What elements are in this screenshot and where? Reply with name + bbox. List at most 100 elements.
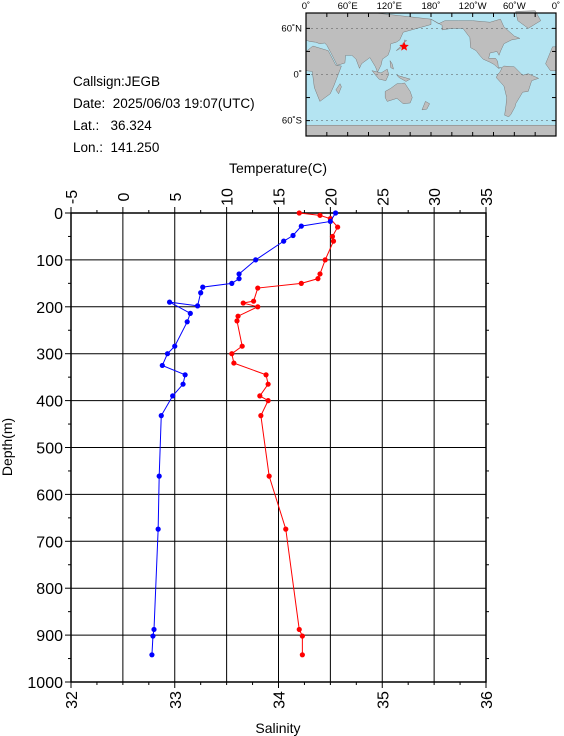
map-longitude-label: 120˚E bbox=[377, 1, 402, 12]
map-longitude-label: 180˚ bbox=[421, 1, 440, 12]
salinity-point bbox=[281, 238, 287, 244]
temperature-tick-label: 5 bbox=[168, 192, 185, 201]
salinity-point bbox=[298, 223, 304, 229]
y-tick-label: 200 bbox=[36, 300, 63, 317]
map-longitude-label: 0˚ bbox=[302, 1, 310, 12]
land-shape bbox=[389, 60, 394, 70]
map-longitude-label: 0˚ bbox=[552, 1, 560, 12]
temperature-point bbox=[298, 280, 304, 286]
salinity-point bbox=[236, 276, 242, 282]
map-longitude-label: 120˚W bbox=[459, 1, 487, 12]
callsign-text: Callsign:JEGB bbox=[73, 74, 161, 89]
land-shape bbox=[384, 82, 413, 104]
temperature-point bbox=[329, 233, 336, 240]
temperature-tick-label: -5 bbox=[64, 190, 81, 204]
salinity-tick-label: 34 bbox=[272, 691, 289, 709]
temperature-tick-label: 35 bbox=[479, 188, 496, 206]
map-labels: 0˚ 60˚E 120˚E 180˚ 120˚W 60˚W 0˚60˚N0˚60˚S bbox=[281, 1, 560, 127]
salinity-point bbox=[151, 626, 157, 633]
map-longitude-label: 60˚E bbox=[338, 1, 358, 12]
land-shape bbox=[430, 18, 540, 118]
chart-grid bbox=[71, 213, 486, 682]
salinity-point bbox=[332, 210, 339, 216]
land-shape bbox=[305, 45, 342, 102]
map-longitude-label: 60˚W bbox=[503, 1, 526, 12]
temperature-point bbox=[335, 224, 341, 230]
y-tick-label: 1000 bbox=[27, 675, 63, 692]
y-tick-label: 800 bbox=[36, 581, 63, 598]
temperature-tick-label: 20 bbox=[323, 188, 340, 206]
salinity-tick-label: 33 bbox=[168, 691, 185, 709]
temperature-point bbox=[283, 526, 289, 532]
salinity-point bbox=[155, 526, 161, 532]
station-marker bbox=[399, 41, 409, 51]
map-land bbox=[305, 10, 557, 137]
temperature-point bbox=[229, 351, 235, 357]
temperature-point bbox=[258, 413, 264, 419]
salinity-point bbox=[229, 280, 235, 286]
temperature-point bbox=[231, 360, 237, 366]
map-latitude-label: 60˚S bbox=[282, 116, 302, 127]
map-frame bbox=[305, 12, 557, 137]
temperature-point bbox=[317, 212, 323, 218]
y-tick-label: 400 bbox=[36, 394, 63, 411]
salinity-tick-label: 35 bbox=[375, 691, 392, 709]
y-tick-label: 100 bbox=[36, 253, 63, 270]
temperature-tick-label: 15 bbox=[272, 188, 289, 206]
temperature-point bbox=[235, 313, 241, 319]
location-map: 0˚ 60˚E 120˚E 180˚ 120˚W 60˚W 0˚60˚N0˚60˚S bbox=[281, 1, 560, 137]
temperature-tick-label: 0 bbox=[116, 192, 133, 201]
temperature-point bbox=[296, 210, 302, 216]
salinity-point bbox=[172, 343, 178, 349]
salinity-point bbox=[159, 362, 165, 369]
y-tick-label: 0 bbox=[54, 206, 63, 223]
y-tick-label: 700 bbox=[36, 534, 63, 551]
temperature-point bbox=[234, 318, 240, 324]
temperature-point bbox=[299, 652, 305, 658]
salinity-point bbox=[200, 284, 206, 290]
temperature-point bbox=[330, 238, 337, 244]
salinity-point bbox=[290, 232, 296, 239]
temperature-point bbox=[240, 300, 246, 306]
land-shape bbox=[421, 101, 430, 111]
temperature-tick-label: 10 bbox=[220, 188, 237, 206]
temperature-point bbox=[265, 381, 271, 387]
temperature-tick-label: 25 bbox=[375, 188, 392, 206]
temperature-point bbox=[251, 298, 257, 304]
salinity-axis-label: Salinity bbox=[255, 720, 300, 736]
salinity-point bbox=[236, 271, 242, 277]
salinity-point bbox=[158, 413, 164, 419]
salinity-point bbox=[253, 257, 259, 263]
land-shape bbox=[515, 10, 542, 29]
salinity-point bbox=[150, 633, 156, 639]
temperature-point bbox=[255, 285, 261, 291]
temperature-point bbox=[257, 393, 263, 399]
land-shape bbox=[396, 74, 411, 82]
y-tick-label: 300 bbox=[36, 347, 63, 364]
temperature-point bbox=[317, 271, 323, 277]
station-info: Callsign:JEGB Date: 2025/06/03 19:07(UTC… bbox=[73, 71, 255, 159]
temperature-point bbox=[263, 372, 269, 378]
temperature-point bbox=[315, 276, 321, 282]
salinity-point bbox=[164, 351, 171, 357]
temperature-point bbox=[266, 473, 272, 479]
y-tick-label: 500 bbox=[36, 441, 63, 458]
temperature-point bbox=[265, 398, 271, 404]
salinity-tick-label: 36 bbox=[479, 691, 496, 709]
land-shape bbox=[371, 68, 389, 81]
land-shape bbox=[305, 12, 432, 73]
temperature-axis-label: Temperature(C) bbox=[229, 160, 327, 176]
depth-axis-label: Depth(m) bbox=[0, 418, 15, 476]
temperature-point bbox=[255, 304, 261, 310]
salinity-point bbox=[180, 381, 186, 387]
salinity-point bbox=[156, 473, 162, 479]
salinity-point bbox=[187, 310, 193, 316]
chart-series bbox=[149, 210, 341, 658]
date-text: Date: 2025/06/03 19:07(UTC) bbox=[73, 96, 255, 111]
temperature-point bbox=[322, 257, 328, 263]
salinity-point bbox=[327, 218, 333, 225]
salinity-point bbox=[184, 319, 190, 325]
salinity-point bbox=[166, 299, 173, 305]
